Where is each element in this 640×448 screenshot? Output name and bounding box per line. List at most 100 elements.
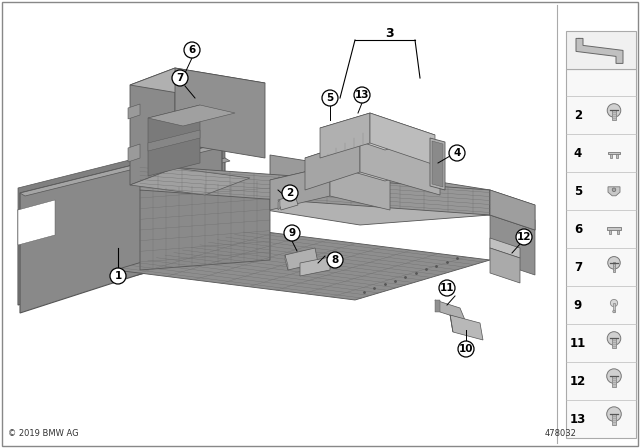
Circle shape <box>516 229 532 245</box>
Text: 11: 11 <box>570 336 586 349</box>
Polygon shape <box>270 166 390 194</box>
Polygon shape <box>490 205 535 230</box>
Text: 12: 12 <box>570 375 586 388</box>
Circle shape <box>607 103 621 117</box>
Text: 9: 9 <box>289 228 296 238</box>
Circle shape <box>612 188 616 192</box>
Bar <box>612 338 616 348</box>
Polygon shape <box>490 238 520 258</box>
Text: 2: 2 <box>286 188 294 198</box>
Bar <box>612 376 616 387</box>
Polygon shape <box>435 300 465 320</box>
Text: © 2019 BMW AG: © 2019 BMW AG <box>8 429 79 438</box>
Circle shape <box>607 369 621 383</box>
Bar <box>608 152 620 154</box>
Polygon shape <box>270 166 330 210</box>
Bar <box>612 414 616 425</box>
Text: 4: 4 <box>453 148 461 158</box>
Bar <box>607 228 621 230</box>
Circle shape <box>184 42 200 58</box>
Text: 4: 4 <box>574 146 582 159</box>
Circle shape <box>172 70 188 86</box>
Polygon shape <box>490 190 535 230</box>
Circle shape <box>607 332 621 345</box>
Circle shape <box>607 407 621 422</box>
Polygon shape <box>18 136 225 210</box>
Text: 5: 5 <box>574 185 582 198</box>
Polygon shape <box>300 257 330 276</box>
Text: 8: 8 <box>332 255 339 265</box>
Text: 5: 5 <box>326 93 333 103</box>
Polygon shape <box>608 187 620 196</box>
Circle shape <box>284 225 300 241</box>
Circle shape <box>282 185 298 201</box>
Bar <box>613 303 615 311</box>
Circle shape <box>439 280 455 296</box>
Polygon shape <box>278 195 298 210</box>
Bar <box>612 263 616 272</box>
Polygon shape <box>128 104 140 119</box>
Polygon shape <box>175 68 265 158</box>
Circle shape <box>322 90 338 106</box>
Polygon shape <box>285 248 318 270</box>
Polygon shape <box>320 113 370 158</box>
Polygon shape <box>490 190 535 230</box>
Polygon shape <box>435 300 440 312</box>
Polygon shape <box>130 68 175 185</box>
Polygon shape <box>432 141 443 187</box>
Polygon shape <box>278 200 280 210</box>
Text: 7: 7 <box>574 260 582 273</box>
Circle shape <box>110 268 126 284</box>
Text: 2: 2 <box>574 108 582 121</box>
Text: 13: 13 <box>355 90 369 100</box>
Polygon shape <box>450 315 483 340</box>
Circle shape <box>612 310 615 313</box>
FancyBboxPatch shape <box>566 69 636 438</box>
Circle shape <box>611 299 618 307</box>
Text: 6: 6 <box>574 223 582 236</box>
Circle shape <box>458 341 474 357</box>
Text: 11: 11 <box>440 283 454 293</box>
Polygon shape <box>140 165 490 215</box>
Polygon shape <box>330 166 390 210</box>
Text: 12: 12 <box>516 232 531 242</box>
Text: 7: 7 <box>176 73 184 83</box>
Polygon shape <box>128 144 140 162</box>
Polygon shape <box>430 138 445 190</box>
Polygon shape <box>130 68 265 100</box>
Bar <box>612 110 616 120</box>
Text: 1: 1 <box>115 271 122 281</box>
Polygon shape <box>130 168 250 195</box>
Polygon shape <box>148 105 200 176</box>
Polygon shape <box>490 248 520 283</box>
Text: 10: 10 <box>459 344 473 354</box>
Polygon shape <box>305 140 440 181</box>
Polygon shape <box>20 143 222 313</box>
Polygon shape <box>320 113 435 150</box>
Bar <box>617 230 620 234</box>
Text: 13: 13 <box>570 413 586 426</box>
Bar <box>616 154 618 158</box>
Text: 3: 3 <box>386 26 394 39</box>
Text: 6: 6 <box>188 45 196 55</box>
Polygon shape <box>490 215 535 275</box>
Polygon shape <box>148 130 200 151</box>
Polygon shape <box>115 230 490 300</box>
FancyBboxPatch shape <box>566 31 636 69</box>
Circle shape <box>327 252 343 268</box>
Bar <box>610 154 612 158</box>
Polygon shape <box>305 140 360 190</box>
Polygon shape <box>285 255 288 270</box>
Circle shape <box>354 87 370 103</box>
Polygon shape <box>140 180 490 225</box>
Polygon shape <box>148 105 235 126</box>
Bar <box>609 230 611 234</box>
Polygon shape <box>270 155 490 215</box>
Polygon shape <box>370 113 435 165</box>
Text: 9: 9 <box>574 298 582 311</box>
Polygon shape <box>450 315 453 332</box>
Polygon shape <box>140 180 270 270</box>
Polygon shape <box>18 200 55 245</box>
Polygon shape <box>18 158 230 213</box>
Polygon shape <box>20 143 227 196</box>
